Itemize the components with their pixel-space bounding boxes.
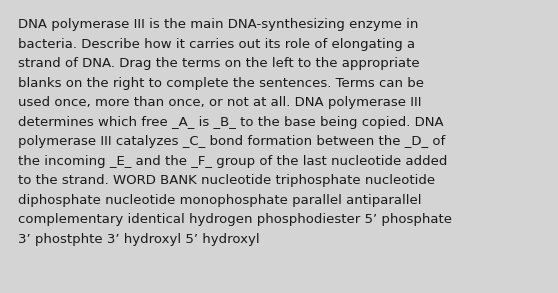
Text: to the strand. WORD BANK nucleotide triphosphate nucleotide: to the strand. WORD BANK nucleotide trip…	[18, 174, 435, 187]
Text: blanks on the right to complete the sentences. Terms can be: blanks on the right to complete the sent…	[18, 76, 424, 89]
Text: strand of DNA. Drag the terms on the left to the appropriate: strand of DNA. Drag the terms on the lef…	[18, 57, 420, 70]
Text: diphosphate nucleotide monophosphate parallel antiparallel: diphosphate nucleotide monophosphate par…	[18, 193, 421, 207]
Text: the incoming _E_ and the _F_ group of the last nucleotide added: the incoming _E_ and the _F_ group of th…	[18, 154, 448, 168]
Text: used once, more than once, or not at all. DNA polymerase III: used once, more than once, or not at all…	[18, 96, 421, 109]
Text: 3’ phostphte 3’ hydroxyl 5’ hydroxyl: 3’ phostphte 3’ hydroxyl 5’ hydroxyl	[18, 233, 259, 246]
Text: polymerase III catalyzes _C_ bond formation between the _D_ of: polymerase III catalyzes _C_ bond format…	[18, 135, 445, 148]
Text: complementary identical hydrogen phosphodiester 5’ phosphate: complementary identical hydrogen phospho…	[18, 213, 452, 226]
Text: DNA polymerase III is the main DNA-synthesizing enzyme in: DNA polymerase III is the main DNA-synth…	[18, 18, 418, 31]
Text: bacteria. Describe how it carries out its role of elongating a: bacteria. Describe how it carries out it…	[18, 38, 415, 50]
Text: determines which free _A_ is _B_ to the base being copied. DNA: determines which free _A_ is _B_ to the …	[18, 115, 444, 129]
